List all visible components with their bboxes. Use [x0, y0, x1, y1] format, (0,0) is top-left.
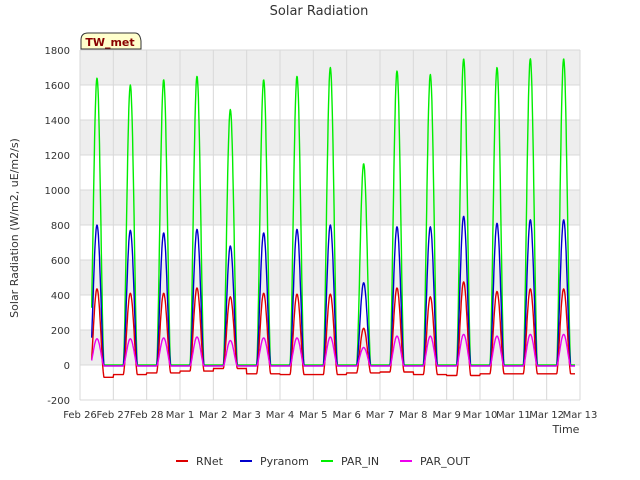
series-line-rnet [91, 281, 576, 378]
legend: RNet Pyranom PAR_IN PAR_OUT [176, 455, 470, 468]
y-tick-label: 600 [51, 256, 70, 267]
station-label: TW_met [85, 36, 134, 49]
x-tick-label: Mar 12 [529, 410, 564, 421]
x-tick-label: Mar 13 [563, 410, 598, 421]
y-tick-label: 0 [64, 361, 70, 372]
y-axis-label: Solar Radiation (W/m2, uE/m2/s) [8, 138, 21, 318]
y-tick-label: 1200 [45, 151, 70, 162]
x-tick-label: Feb 27 [97, 410, 131, 421]
x-tick-label: Mar 10 [463, 410, 498, 421]
grid-band [80, 330, 580, 365]
legend-label: Pyranom [260, 455, 309, 468]
x-axis-label: Time [552, 423, 580, 436]
y-tick-labels: -200 0 200 400 600 800 1000 1200 1400 1600 1800 [45, 46, 70, 407]
y-tick-label: 1600 [45, 81, 70, 92]
x-tick-label: Mar 6 [332, 410, 360, 421]
grid-band [80, 120, 580, 155]
x-tick-label: Feb 26 [63, 410, 97, 421]
x-tick-label: Mar 3 [232, 410, 260, 421]
y-tick-label: 1800 [45, 46, 70, 57]
y-tick-label: 200 [51, 326, 70, 337]
series-line-par-in [91, 58, 576, 366]
grid-band [80, 190, 580, 225]
x-tick-label: Mar 2 [199, 410, 227, 421]
y-tick-label: -200 [47, 396, 70, 407]
series-line-par-out [91, 333, 576, 367]
y-tick-label: 1400 [45, 116, 70, 127]
x-tick-label: Mar 1 [166, 410, 194, 421]
series-lines [91, 58, 576, 378]
chart-title: Solar Radiation [270, 4, 369, 19]
grid-band [80, 260, 580, 295]
x-tick-label: Mar 4 [266, 410, 294, 421]
y-tick-label: 400 [51, 291, 70, 302]
x-tick-label: Mar 5 [299, 410, 327, 421]
x-tick-label: Mar 8 [399, 410, 427, 421]
y-tick-label: 1000 [45, 186, 70, 197]
station-label-box: TW_met [80, 32, 142, 50]
legend-label: PAR_OUT [420, 455, 470, 468]
x-tick-label: Mar 11 [496, 410, 531, 421]
x-tick-label: Feb 28 [130, 410, 164, 421]
legend-label: PAR_IN [341, 455, 379, 468]
x-tick-label: Mar 9 [432, 410, 460, 421]
x-tick-labels: Feb 26 Feb 27 Feb 28 Mar 1 Mar 2 Mar 3 Mar 4 Ma… [63, 410, 597, 421]
y-tick-label: 800 [51, 221, 70, 232]
legend-label: RNet [196, 455, 224, 468]
x-tick-label: Mar 7 [366, 410, 394, 421]
